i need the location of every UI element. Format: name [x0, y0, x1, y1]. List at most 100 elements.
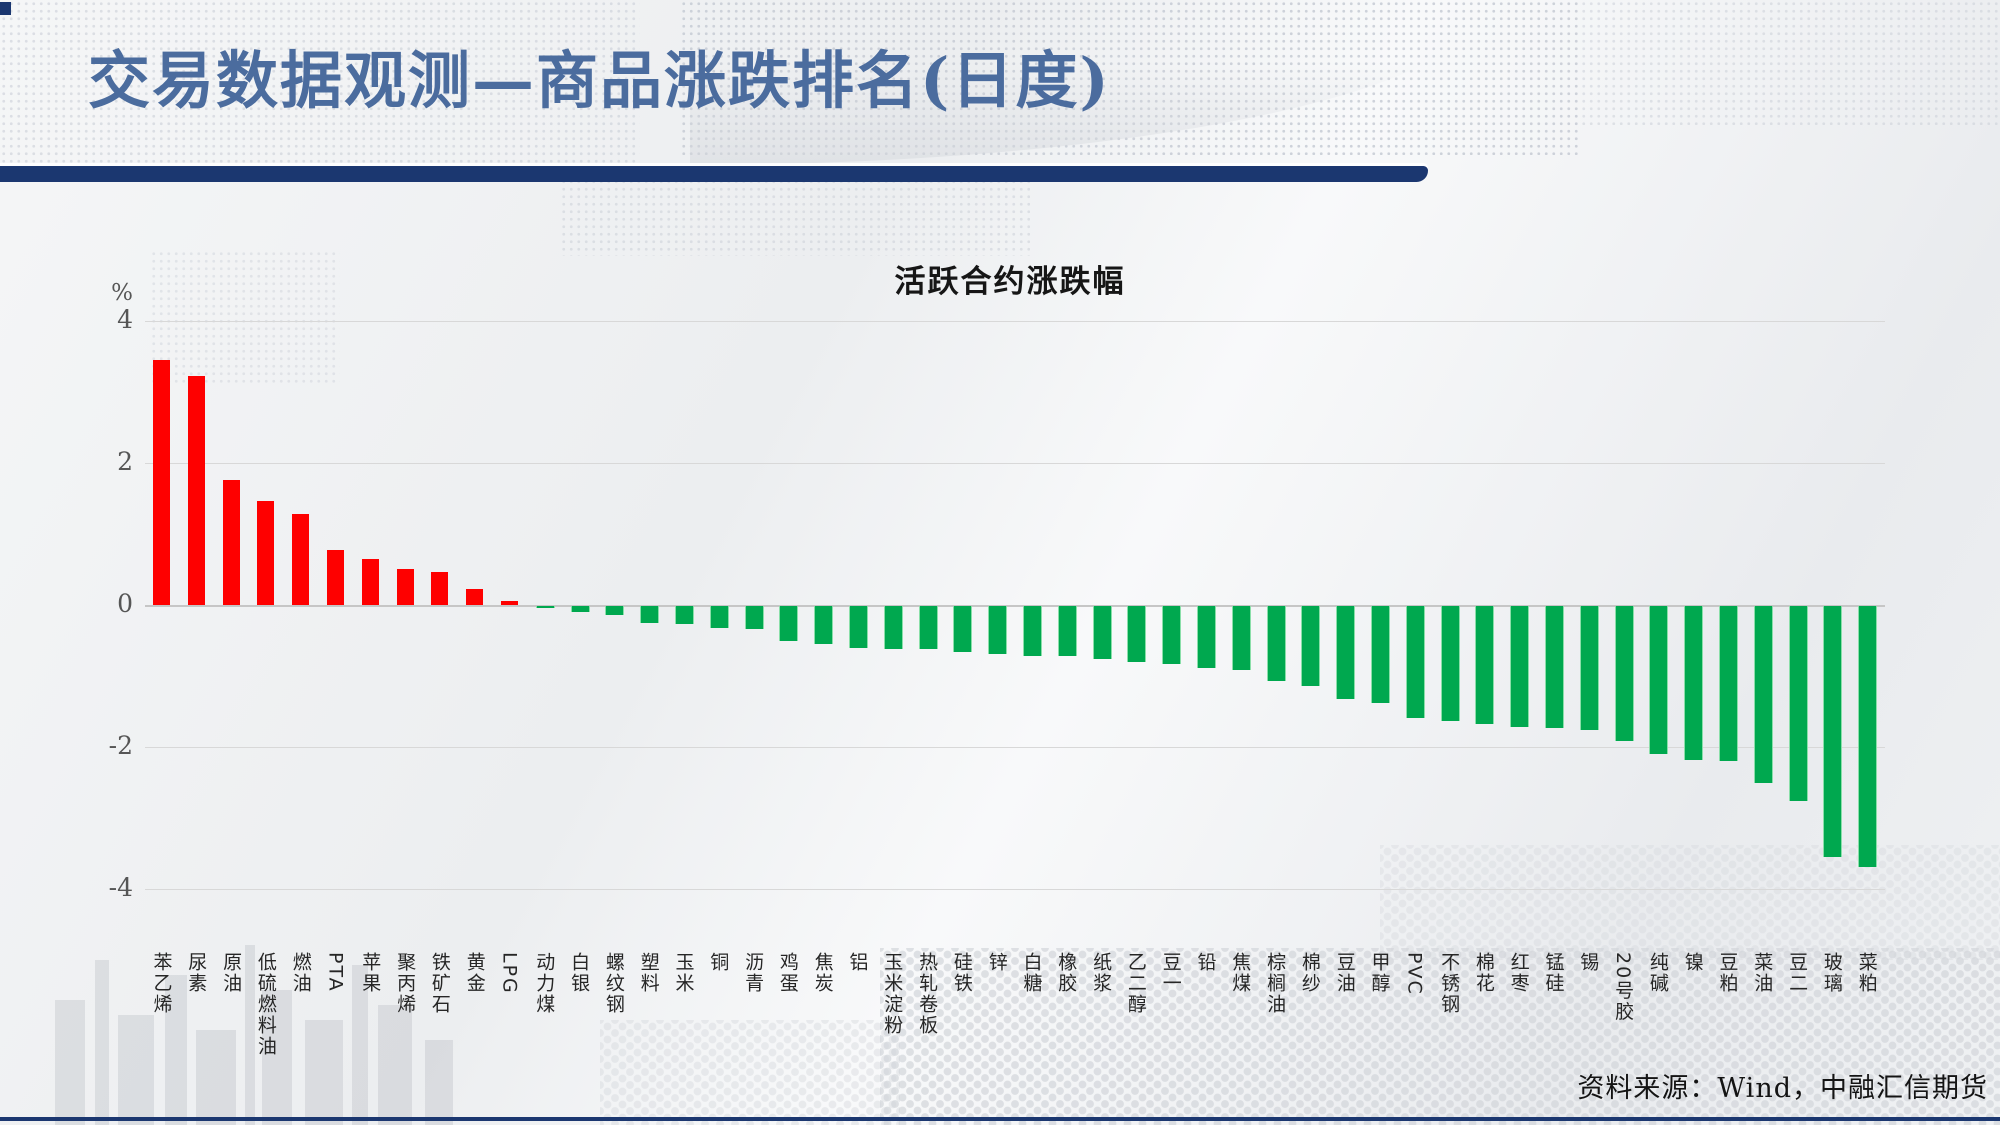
bar-动力煤	[535, 606, 555, 608]
x-axis-label-20号胶: 20号胶	[1612, 952, 1635, 1023]
bar-LPG	[501, 601, 518, 605]
x-axis-label-豆粕: 豆粕	[1716, 952, 1739, 994]
gridline--2	[145, 747, 1885, 748]
x-axis-label-乙二醇: 乙二醇	[1124, 952, 1147, 1015]
y-axis-unit-label: %	[111, 280, 133, 306]
x-axis-label-锌: 锌	[985, 952, 1008, 973]
bar-纸浆	[1092, 606, 1112, 659]
x-axis-label-LPG: LPG	[498, 952, 521, 995]
bar-20号胶	[1614, 606, 1634, 741]
x-axis-label-苹果: 苹果	[359, 952, 382, 994]
bar-沥青	[744, 606, 764, 629]
x-axis-label-PVC: PVC	[1403, 952, 1426, 996]
x-axis-label-热轧卷板: 热轧卷板	[916, 952, 939, 1036]
bar-锡	[1579, 606, 1599, 731]
bar-白银	[570, 606, 590, 613]
bar-燃油	[292, 514, 310, 605]
bottom-accent-line	[0, 1117, 2000, 1121]
x-axis-label-塑料: 塑料	[637, 952, 660, 994]
corner-accent	[0, 2, 11, 15]
x-axis-label-铝: 铝	[846, 952, 869, 973]
bar-苹果	[361, 558, 379, 605]
bar-红枣	[1510, 606, 1530, 727]
bar-菜粕	[1858, 606, 1878, 867]
bar-纯碱	[1649, 606, 1669, 754]
bar-尿素	[187, 376, 205, 605]
x-axis-label-原油: 原油	[220, 952, 243, 994]
bar-白糖	[1023, 606, 1042, 656]
bar-低硫燃料油	[257, 501, 275, 605]
bar-铜	[709, 606, 729, 628]
x-axis-label-玻璃: 玻璃	[1820, 952, 1843, 994]
title-underline-band	[0, 166, 1428, 182]
x-axis-label-甲醇: 甲醇	[1368, 952, 1391, 994]
x-axis-label-聚丙烯: 聚丙烯	[394, 952, 417, 1015]
x-axis-label-红枣: 红枣	[1507, 952, 1530, 994]
worldmap-dots-decoration	[150, 250, 340, 385]
x-axis-label-黄金: 黄金	[463, 952, 486, 994]
gridline-4	[145, 321, 1885, 322]
bar-棉纱	[1301, 606, 1321, 687]
gridline--4	[145, 889, 1885, 890]
bar-苯乙烯	[153, 360, 170, 605]
x-axis-label-纯碱: 纯碱	[1646, 952, 1669, 994]
bar-豆二	[1788, 606, 1808, 801]
worldmap-dots-decoration	[560, 178, 1030, 256]
y-tick-label-2: 2	[117, 447, 133, 476]
bar-铅	[1197, 606, 1216, 668]
bar-镍	[1684, 606, 1704, 761]
bar-鸡蛋	[779, 606, 799, 641]
x-axis-label-锰硅: 锰硅	[1542, 952, 1565, 994]
gridline-2	[145, 463, 1885, 464]
x-axis-label-动力煤: 动力煤	[533, 952, 556, 1015]
x-axis-label-锡: 锡	[1577, 952, 1600, 973]
honeycomb-decoration	[600, 1020, 900, 1125]
bar-聚丙烯	[396, 568, 414, 605]
x-axis-label-菜粕: 菜粕	[1855, 952, 1878, 994]
x-axis-label-螺纹钢: 螺纹钢	[602, 952, 625, 1015]
honeycomb-decoration	[1380, 845, 2000, 960]
bar-乙二醇	[1127, 606, 1147, 663]
x-axis-label-橡胶: 橡胶	[1055, 952, 1078, 994]
x-axis-label-燃油: 燃油	[289, 952, 312, 994]
source-note: 资料来源：Wind，中融汇信期货	[1577, 1073, 1988, 1104]
x-axis-label-PTA: PTA	[324, 952, 347, 993]
bar-原油	[222, 480, 240, 605]
x-axis-label-豆油: 豆油	[1333, 952, 1356, 994]
x-axis-label-纸浆: 纸浆	[1090, 952, 1113, 994]
x-axis-label-玉米: 玉米	[672, 952, 695, 994]
bar-锌	[988, 606, 1008, 655]
bar-热轧卷板	[918, 606, 938, 650]
x-axis-label-硅铁: 硅铁	[950, 952, 973, 994]
bar-棕榈油	[1266, 606, 1286, 681]
bar-塑料	[640, 606, 660, 624]
x-axis-label-棕榈油: 棕榈油	[1264, 952, 1287, 1015]
bar-铝	[849, 606, 868, 648]
y-tick-label-4: 4	[117, 305, 133, 334]
x-axis-label-铁矿石: 铁矿石	[428, 952, 451, 1015]
bar-橡胶	[1057, 606, 1077, 657]
x-axis-label-鸡蛋: 鸡蛋	[776, 952, 799, 994]
x-axis-label-豆二: 豆二	[1786, 952, 1809, 994]
x-axis-label-玉米淀粉: 玉米淀粉	[881, 952, 904, 1036]
bar-不锈钢	[1440, 606, 1460, 722]
x-axis-label-不锈钢: 不锈钢	[1438, 952, 1461, 1015]
bar-铁矿石	[431, 572, 449, 605]
y-tick-label--4: -4	[108, 873, 133, 902]
x-axis-label-低硫燃料油: 低硫燃料油	[254, 952, 277, 1057]
bar-菜油	[1753, 606, 1773, 783]
x-axis-label-棉纱: 棉纱	[1298, 952, 1321, 994]
bar-PVC	[1405, 606, 1425, 719]
bar-PTA	[327, 550, 344, 605]
x-axis-label-铅: 铅	[1194, 952, 1217, 973]
x-axis-label-棉花: 棉花	[1472, 952, 1495, 994]
x-axis-label-焦煤: 焦煤	[1229, 952, 1252, 994]
y-tick-label-0: 0	[117, 589, 133, 618]
x-axis-label-菜油: 菜油	[1751, 952, 1774, 994]
bar-螺纹钢	[605, 606, 625, 616]
x-axis-label-焦炭: 焦炭	[811, 952, 834, 994]
bar-焦炭	[814, 606, 834, 644]
x-axis-label-镍: 镍	[1681, 952, 1704, 973]
bar-玻璃	[1823, 606, 1843, 857]
